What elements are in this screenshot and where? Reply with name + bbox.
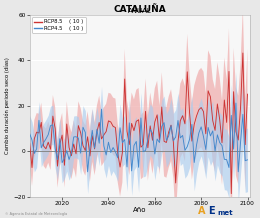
Text: © Agencia Estatal de Meteorología: © Agencia Estatal de Meteorología (5, 212, 67, 216)
Text: ANUAL: ANUAL (128, 8, 152, 14)
X-axis label: Año: Año (133, 207, 146, 213)
Text: met: met (217, 210, 233, 216)
Legend: RCP8.5    ( 10 ), RCP4.5    ( 10 ): RCP8.5 ( 10 ), RCP4.5 ( 10 ) (32, 17, 86, 33)
Y-axis label: Cambio duración periodo seco (días): Cambio duración periodo seco (días) (5, 57, 10, 154)
Title: CATALUÑA: CATALUÑA (113, 5, 166, 14)
Text: E: E (208, 206, 214, 216)
Text: A: A (198, 206, 205, 216)
